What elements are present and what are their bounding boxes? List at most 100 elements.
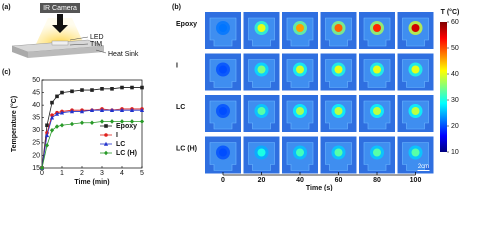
hot-spot	[296, 65, 304, 74]
point	[55, 94, 59, 99]
point	[103, 141, 109, 146]
point	[44, 133, 50, 138]
heat-sink-front	[28, 46, 104, 58]
point	[50, 100, 54, 105]
hot-spot	[334, 24, 343, 32]
hot-spot	[296, 148, 304, 157]
hot-spot	[411, 107, 420, 115]
point	[99, 119, 105, 124]
point	[110, 87, 114, 91]
point	[79, 120, 85, 126]
point	[89, 107, 95, 112]
layer-label: Heat Sink	[108, 51, 139, 58]
point	[100, 87, 104, 91]
hot-spot	[411, 65, 420, 74]
point	[50, 113, 54, 117]
point	[104, 133, 108, 137]
x-axis-label: Time (min)	[74, 179, 109, 186]
colorbar-tick-label: 30	[451, 97, 459, 104]
row-label: LC	[176, 104, 185, 111]
colorbar-label: T (°C)	[441, 8, 460, 16]
point	[39, 165, 45, 171]
point	[109, 119, 115, 124]
hot-spot	[334, 107, 343, 115]
hot-spot	[219, 65, 227, 74]
hot-spot	[257, 107, 266, 115]
point	[140, 85, 144, 90]
point	[49, 115, 55, 120]
arrow-head	[52, 25, 68, 33]
camera-body	[40, 3, 80, 13]
hot-spot	[257, 65, 266, 74]
y-tick-label: 45	[32, 89, 40, 96]
hot-spot	[257, 148, 266, 157]
x-tick-label: 0	[40, 170, 44, 177]
point	[120, 85, 124, 90]
hot-spot	[219, 107, 227, 115]
y-tick-label: 50	[32, 77, 40, 84]
layer-label: TIM	[90, 41, 102, 48]
point	[103, 150, 109, 156]
panel-label: (c)	[2, 69, 11, 76]
x-tick-label: 80	[373, 177, 381, 184]
heat-sink-side	[12, 46, 28, 58]
x-tick-label: 60	[335, 177, 343, 184]
hot-spot	[411, 24, 420, 32]
scale-bar-label: 2cm	[418, 164, 429, 170]
x-tick-label: 0	[221, 177, 225, 184]
panel-label: (b)	[172, 4, 181, 11]
point	[129, 119, 135, 124]
colorbar-tick-label: 60	[451, 19, 459, 26]
point	[69, 121, 75, 127]
schematic: IR Camera LED TIM Heat Sink	[11, 3, 139, 58]
point	[54, 124, 60, 129]
point	[119, 107, 125, 112]
hot-spot	[334, 148, 343, 157]
point	[49, 127, 55, 133]
legend-label: I	[116, 132, 118, 139]
legend-label: LC	[116, 141, 125, 148]
colorbar-tick-label: 40	[451, 71, 459, 78]
point	[90, 88, 94, 92]
legend-label: LC (H)	[116, 150, 137, 157]
legend-label: Epoxy	[116, 123, 137, 130]
hot-spot	[257, 24, 266, 32]
point	[104, 124, 108, 128]
point	[54, 111, 60, 116]
colorbar-tick-label: 10	[451, 149, 459, 156]
colorbar-tick-label: 20	[451, 123, 459, 130]
hot-spot	[296, 24, 304, 32]
hot-spot	[373, 65, 381, 74]
panel-label: (a)	[2, 4, 11, 11]
row-label: Epoxy	[176, 21, 197, 28]
x-tick-label: 1	[60, 170, 64, 177]
colorbar-tick-label: 50	[451, 45, 459, 52]
point	[99, 107, 105, 112]
point	[45, 123, 49, 128]
x-tick-label: 4	[120, 170, 124, 177]
leader	[69, 43, 89, 46]
point	[59, 122, 65, 128]
point	[70, 89, 74, 94]
point	[80, 88, 84, 92]
point	[89, 120, 95, 126]
x-tick-label: 3	[100, 170, 104, 177]
hot-spot	[373, 148, 381, 157]
series-line	[41, 108, 142, 169]
layer-label: LED	[90, 34, 104, 41]
hot-spot	[334, 65, 343, 74]
plot-frame	[41, 79, 143, 169]
point	[59, 110, 65, 115]
hot-spot	[296, 107, 304, 115]
point	[139, 119, 145, 124]
leader	[69, 36, 89, 41]
x-axis-label: Time (s)	[306, 185, 333, 191]
y-tick-label: 35	[32, 115, 40, 122]
x-tick-label: 100	[410, 177, 422, 184]
y-tick-label: 25	[32, 140, 40, 147]
hot-spot	[219, 148, 227, 157]
y-tick-label: 15	[32, 165, 40, 172]
x-tick-label: 20	[258, 177, 266, 184]
led	[51, 40, 69, 46]
point	[129, 107, 135, 112]
